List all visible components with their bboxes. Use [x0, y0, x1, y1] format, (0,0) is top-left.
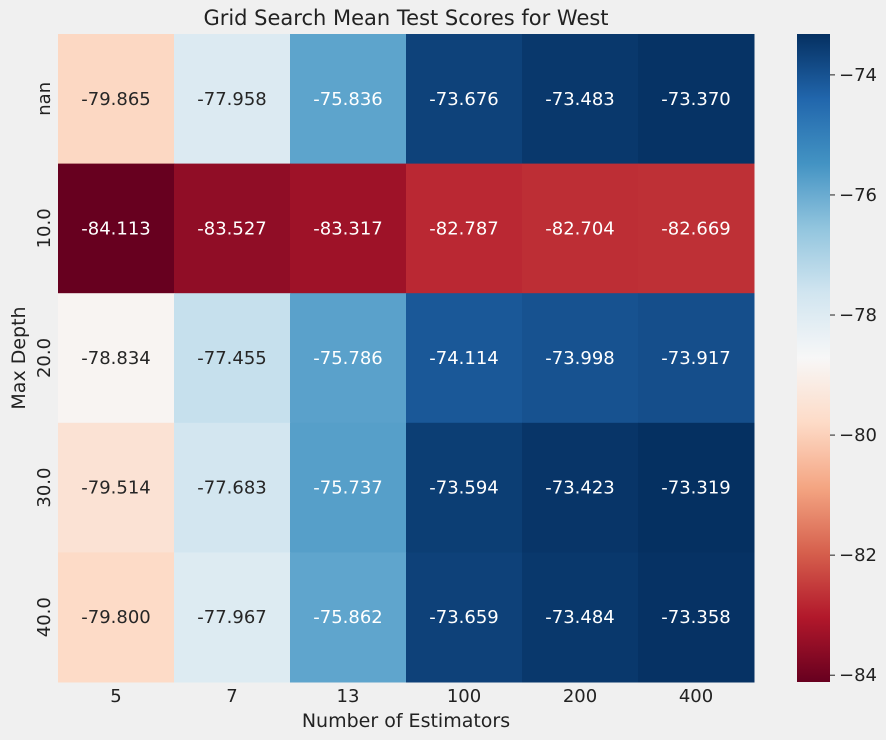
cell-value-label: -77.455: [197, 348, 266, 369]
heatmap-cell: [290, 163, 407, 294]
heatmap-cell: [638, 552, 755, 683]
cell-value-label: -73.484: [545, 607, 614, 628]
x-tick-label: 5: [110, 686, 121, 707]
heatmap-cell: [406, 422, 523, 553]
heatmap-cell: [522, 422, 639, 553]
cell-value-label: -83.317: [313, 218, 382, 239]
cell-value-label: -73.659: [429, 607, 498, 628]
heatmap-cell: [406, 34, 523, 165]
cell-value-label: -73.917: [661, 348, 730, 369]
colorbar-tick-label: −80: [839, 425, 877, 446]
heatmap-cell: [522, 293, 639, 424]
y-axis-label: Max Depth: [8, 306, 30, 409]
heatmap-cell: [406, 293, 523, 424]
heatmap-cell: [290, 422, 407, 553]
y-tick-label: 40.0: [34, 597, 55, 637]
cell-value-label: -75.786: [313, 348, 382, 369]
cell-value-label: -73.483: [545, 89, 614, 110]
cell-value-label: -83.527: [197, 218, 266, 239]
heatmap-cell: [290, 552, 407, 683]
heatmap-cell: [174, 293, 291, 424]
colorbar-tick-label: −76: [839, 185, 877, 206]
heatmap-cell: [58, 293, 175, 424]
x-tick-labels: 5 7 13 100 200 400: [110, 686, 713, 707]
x-tick-label: 200: [563, 686, 597, 707]
y-tick-label: 30.0: [34, 468, 55, 508]
cell-value-label: -73.594: [429, 478, 498, 499]
x-tick-label: 13: [337, 686, 360, 707]
cell-value-label: -75.836: [313, 89, 382, 110]
colorbar-tick-label: −82: [839, 545, 877, 566]
heatmap-cell: [638, 163, 755, 294]
y-tick-labels: nan 10.0 20.0 30.0 40.0: [34, 82, 55, 637]
chart-title: Grid Search Mean Test Scores for West: [203, 6, 608, 30]
heatmap-cell: [638, 293, 755, 424]
cell-value-label: -77.967: [197, 607, 266, 628]
y-tick-label: 20.0: [34, 338, 55, 378]
y-tick-label: 10.0: [34, 208, 55, 248]
heatmap-cell: [522, 552, 639, 683]
x-axis-label: Number of Estimators: [302, 710, 510, 732]
colorbar-tick-label: −84: [839, 665, 877, 686]
cell-value-label: -73.358: [661, 607, 730, 628]
heatmap-cell: [290, 34, 407, 165]
heatmap-cell: [174, 34, 291, 165]
x-tick-label: 400: [679, 686, 713, 707]
heatmap-cell: [522, 34, 639, 165]
heatmap-cells: -79.865 -77.958 -75.836 -73.676 -73.483 -73.3…: [58, 34, 755, 683]
heatmap-cell: [58, 552, 175, 683]
cell-value-label: -79.800: [81, 607, 150, 628]
cell-value-label: -77.683: [197, 478, 266, 499]
x-tick-label: 100: [447, 686, 481, 707]
cell-value-label: -73.370: [661, 89, 730, 110]
colorbar-tick-label: −78: [839, 305, 877, 326]
heatmap-cell: [58, 163, 175, 294]
y-tick-label: nan: [34, 82, 55, 116]
cell-value-label: -84.113: [81, 218, 150, 239]
cell-value-label: -75.862: [313, 607, 382, 628]
heatmap-cell: [522, 163, 639, 294]
heatmap-cell: [290, 293, 407, 424]
cell-value-label: -73.998: [545, 348, 614, 369]
heatmap-cell: [174, 422, 291, 553]
cell-value-label: -73.319: [661, 478, 730, 499]
heatmap-cell: [406, 163, 523, 294]
cell-value-label: -79.865: [81, 89, 150, 110]
cell-value-label: -77.958: [197, 89, 266, 110]
cell-value-label: -73.423: [545, 478, 614, 499]
colorbar-ticks: −74 −76 −78 −80 −82 −84: [830, 65, 877, 686]
cell-value-label: -82.704: [545, 218, 614, 239]
cell-value-label: -74.114: [429, 348, 498, 369]
cell-value-label: -79.514: [81, 478, 150, 499]
heatmap-cell: [638, 422, 755, 553]
cell-value-label: -73.676: [429, 89, 498, 110]
cell-value-label: -78.834: [81, 348, 150, 369]
heatmap-cell: [174, 163, 291, 294]
colorbar: [797, 34, 830, 682]
heatmap-cell: [406, 552, 523, 683]
cell-value-label: -82.669: [661, 218, 730, 239]
heatmap-cell: [638, 34, 755, 165]
cell-value-label: -75.737: [313, 478, 382, 499]
colorbar-tick-label: −74: [839, 65, 877, 86]
cell-value-label: -82.787: [429, 218, 498, 239]
heatmap-cell: [174, 552, 291, 683]
heatmap-cell: [58, 34, 175, 165]
x-tick-label: 7: [226, 686, 237, 707]
heatmap-cell: [58, 422, 175, 553]
